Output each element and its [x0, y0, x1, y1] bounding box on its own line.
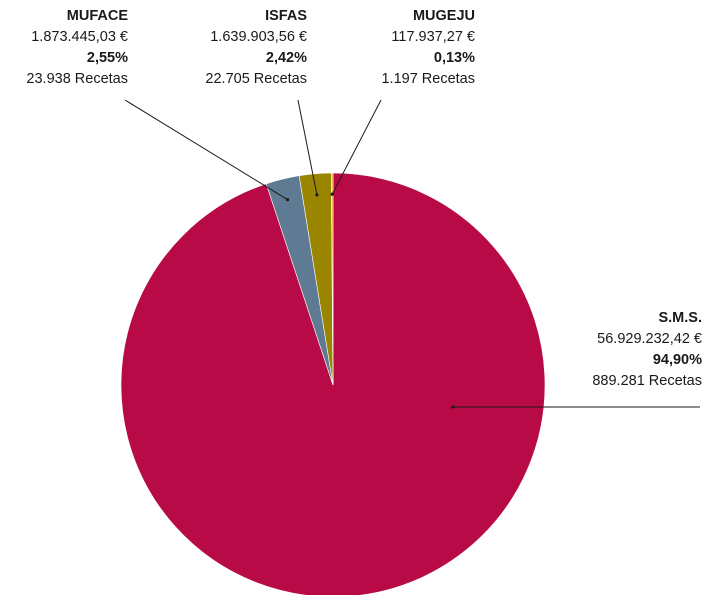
pie-slice-s-m-s	[120, 172, 546, 595]
label-isfas: ISFAS 1.639.903,56 € 2,42% 22.705 Receta…	[205, 6, 307, 90]
leader-line-isfas	[297, 99, 318, 195]
leader-lines	[124, 99, 700, 409]
label-mugeju-percent: 0,13%	[433, 50, 475, 66]
label-mugeju: MUGEJU 117.937,27 € 0,13% 1.197 Recetas	[381, 6, 475, 90]
label-sms-amount: 56.929.232,42 €	[597, 331, 702, 347]
leader-line-muface	[124, 99, 288, 201]
label-mugeju-name: MUGEJU	[412, 8, 475, 24]
label-sms: S.M.S. 56.929.232,42 € 94,90% 889.281 Re…	[592, 308, 702, 392]
label-isfas-recipes: 22.705 Recetas	[205, 71, 307, 87]
label-muface-recipes: 23.938 Recetas	[26, 71, 128, 87]
label-isfas-percent: 2,42%	[265, 50, 307, 66]
leader-dot-mugeju	[330, 192, 334, 196]
label-muface-amount: 1.873.445,03 €	[31, 29, 128, 45]
pie-slices	[120, 172, 546, 595]
label-muface: MUFACE 1.873.445,03 € 2,55% 23.938 Recet…	[26, 6, 128, 90]
label-sms-name: S.M.S.	[658, 310, 702, 326]
label-muface-name: MUFACE	[66, 8, 128, 24]
label-isfas-amount: 1.639.903,56 €	[210, 29, 307, 45]
label-mugeju-amount: 117.937,27 €	[391, 29, 475, 45]
leader-dot-sms	[451, 405, 455, 409]
leader-line-mugeju	[331, 99, 382, 195]
label-isfas-name: ISFAS	[265, 8, 307, 24]
pie-slice-mugeju	[330, 172, 334, 386]
leader-dot-muface	[285, 198, 290, 202]
label-sms-recipes: 889.281 Recetas	[592, 373, 702, 389]
label-muface-percent: 2,55%	[86, 50, 128, 66]
label-sms-percent: 94,90%	[652, 352, 702, 368]
leader-dot-isfas	[315, 193, 319, 197]
label-mugeju-recipes: 1.197 Recetas	[381, 71, 475, 87]
